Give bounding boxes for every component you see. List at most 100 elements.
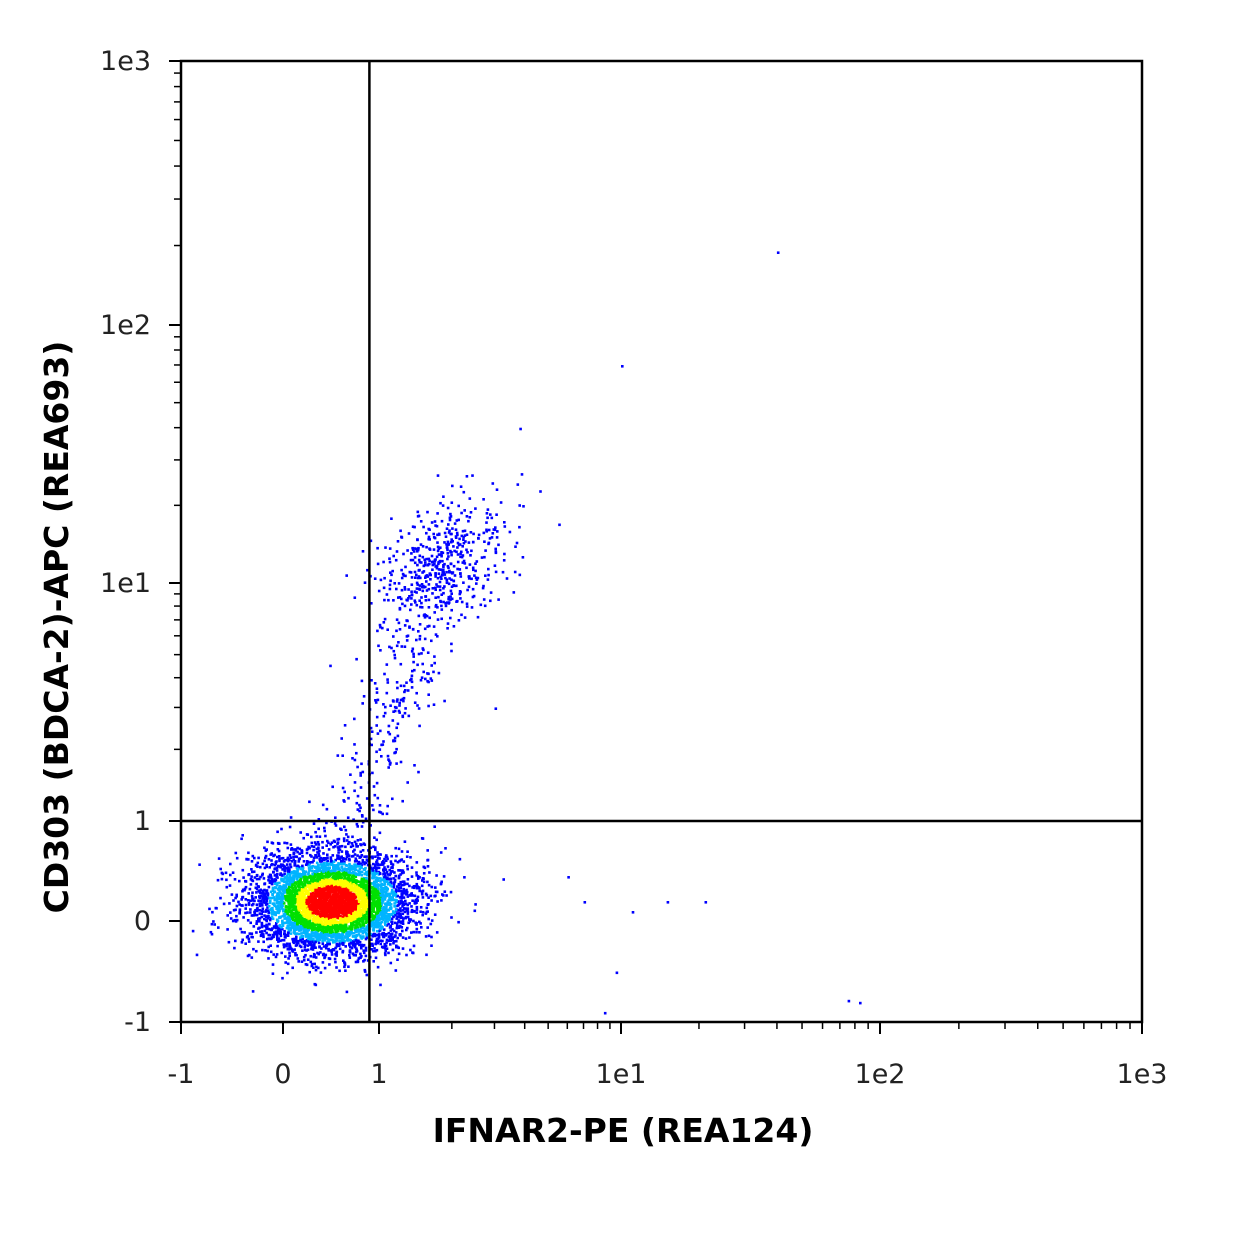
event-dot bbox=[376, 883, 379, 886]
event-dot bbox=[351, 902, 355, 905]
event-dot bbox=[379, 880, 382, 883]
event-dot bbox=[290, 900, 293, 903]
event-dot bbox=[235, 904, 239, 908]
event-dot bbox=[351, 892, 355, 896]
event-dot bbox=[395, 854, 398, 858]
event-dot bbox=[348, 862, 351, 866]
event-dot bbox=[352, 897, 356, 900]
event-dot bbox=[395, 895, 398, 898]
event-dot bbox=[371, 882, 374, 885]
event-dot bbox=[233, 878, 237, 881]
event-dot bbox=[333, 940, 337, 944]
event-dot bbox=[415, 905, 419, 909]
event-dot bbox=[244, 903, 248, 907]
event-dot bbox=[303, 884, 307, 887]
event-dot bbox=[289, 856, 293, 860]
event-dot bbox=[302, 955, 306, 959]
event-dot bbox=[315, 867, 318, 870]
event-dot bbox=[345, 896, 349, 899]
event-dot bbox=[269, 875, 273, 879]
event-dot bbox=[309, 908, 313, 912]
event-dot bbox=[391, 894, 395, 897]
event-dot bbox=[263, 846, 266, 850]
event-dot bbox=[329, 897, 333, 900]
event-dot bbox=[359, 910, 363, 914]
event-dot bbox=[350, 865, 353, 868]
event-dot bbox=[273, 867, 276, 871]
event-dot bbox=[234, 920, 238, 923]
event-dot bbox=[253, 876, 257, 879]
event-dot bbox=[380, 911, 384, 914]
event-dot bbox=[297, 909, 300, 912]
event-dot bbox=[299, 921, 303, 924]
event-dot bbox=[345, 880, 348, 884]
event-dot bbox=[343, 900, 346, 903]
event-dot bbox=[306, 909, 310, 912]
event-dot bbox=[334, 894, 338, 898]
event-dot bbox=[363, 907, 367, 910]
event-dot bbox=[291, 886, 294, 890]
event-dot bbox=[279, 939, 282, 943]
event-dot bbox=[277, 893, 280, 897]
event-dot bbox=[379, 917, 383, 920]
event-dot bbox=[306, 929, 310, 932]
event-dot bbox=[376, 853, 380, 857]
event-dot bbox=[283, 943, 286, 947]
event-dot bbox=[376, 890, 380, 894]
event-dot bbox=[352, 894, 356, 898]
event-dot bbox=[387, 899, 391, 902]
event-dot bbox=[217, 857, 221, 860]
event-dot bbox=[356, 928, 360, 931]
event-dot bbox=[317, 903, 321, 906]
event-dot bbox=[374, 846, 377, 849]
event-dot bbox=[410, 892, 413, 895]
event-dot bbox=[348, 943, 351, 947]
event-dot bbox=[263, 914, 266, 917]
event-dot bbox=[415, 861, 419, 864]
event-dot bbox=[345, 920, 349, 924]
event-dot bbox=[424, 912, 428, 915]
event-dot bbox=[321, 927, 325, 931]
event-dot bbox=[334, 921, 338, 925]
event-dot bbox=[421, 889, 425, 893]
event-dot bbox=[365, 877, 368, 880]
event-dot bbox=[247, 873, 251, 876]
event-dot bbox=[392, 941, 395, 945]
event-dot bbox=[354, 872, 357, 875]
event-dot bbox=[394, 934, 397, 937]
event-dot bbox=[303, 896, 306, 899]
event-dot bbox=[379, 939, 382, 942]
event-dot bbox=[314, 983, 318, 987]
event-dot bbox=[309, 879, 313, 883]
event-dot bbox=[295, 900, 299, 904]
event-dot bbox=[389, 897, 393, 901]
event-dot bbox=[372, 892, 375, 896]
event-dot bbox=[266, 892, 270, 895]
event-dot bbox=[278, 857, 281, 861]
event-dot bbox=[300, 894, 304, 897]
event-dot bbox=[278, 859, 281, 863]
event-dot bbox=[350, 881, 353, 885]
event-dot bbox=[302, 898, 306, 902]
event-dot bbox=[398, 902, 401, 906]
event-dot bbox=[342, 887, 346, 891]
event-dot bbox=[240, 904, 243, 907]
event-dot bbox=[344, 929, 348, 932]
event-dot bbox=[335, 924, 339, 927]
event-dot bbox=[387, 931, 391, 935]
event-dot bbox=[311, 891, 315, 895]
event-dot bbox=[384, 923, 387, 927]
event-dot bbox=[230, 893, 234, 896]
event-dot bbox=[292, 871, 295, 875]
event-dot bbox=[293, 884, 297, 888]
event-dot bbox=[358, 894, 362, 898]
event-dot bbox=[362, 882, 365, 885]
event-dot bbox=[283, 867, 287, 870]
event-dot bbox=[226, 928, 229, 931]
event-dot bbox=[318, 874, 321, 877]
event-dot bbox=[345, 899, 348, 902]
event-dot bbox=[351, 904, 354, 908]
event-dot bbox=[283, 914, 286, 918]
event-dot bbox=[291, 937, 294, 941]
event-dot bbox=[319, 895, 323, 898]
